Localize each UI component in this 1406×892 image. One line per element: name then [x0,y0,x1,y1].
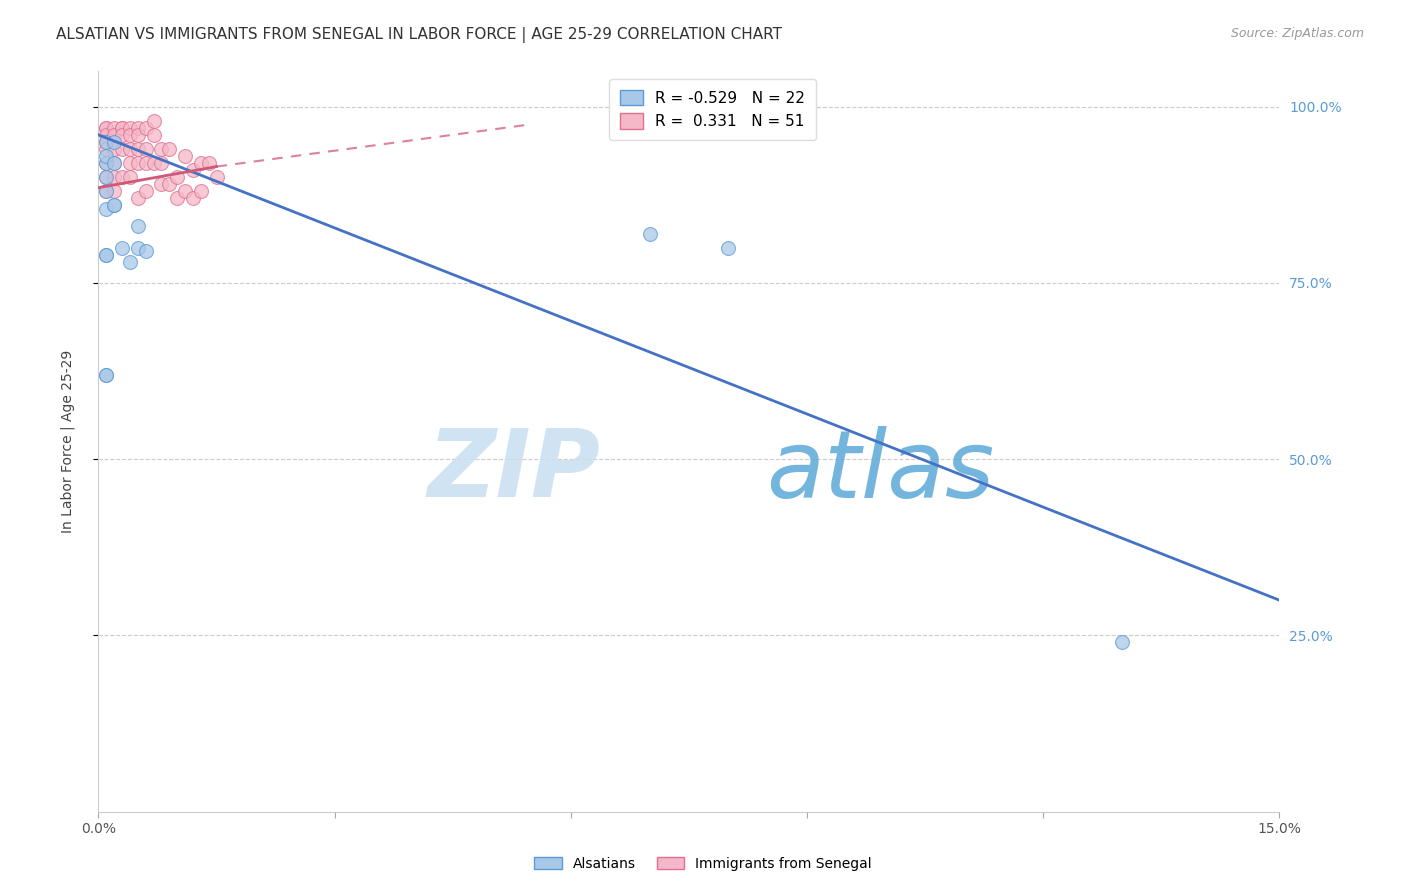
Text: ZIP: ZIP [427,425,600,517]
Point [135,142,157,156]
Text: atlas: atlas [766,425,994,516]
Point [174,184,197,198]
Point [205,170,228,185]
Point [96,156,118,170]
Point [96,170,118,185]
Point [103,170,125,185]
Point [150,142,173,156]
Point [103,120,125,135]
Point [157,177,180,191]
Point [181,163,204,178]
Point [174,149,197,163]
Point [96,120,118,135]
Point [717,241,740,255]
Point [150,177,173,191]
Point [96,156,118,170]
Point [96,135,118,149]
Point [96,248,118,262]
Point [190,184,212,198]
Y-axis label: In Labor Force | Age 25-29: In Labor Force | Age 25-29 [60,350,75,533]
Point [135,156,157,170]
Point [166,170,188,185]
Point [190,156,212,170]
Point [103,135,125,149]
Legend: Alsatians, Immigrants from Senegal: Alsatians, Immigrants from Senegal [529,851,877,876]
Point [181,191,204,205]
Point [96,128,118,142]
Point [111,142,134,156]
Point [96,149,118,163]
Point [157,142,180,156]
Point [142,128,165,142]
Point [111,241,134,255]
Point [96,202,118,216]
Point [142,156,165,170]
Point [118,170,141,185]
Point [118,142,141,156]
Legend: R = -0.529   N = 22, R =  0.331   N = 51: R = -0.529 N = 22, R = 0.331 N = 51 [609,79,815,140]
Point [96,120,118,135]
Point [135,120,157,135]
Point [197,156,219,170]
Point [103,184,125,198]
Point [103,128,125,142]
Point [135,184,157,198]
Point [96,368,118,382]
Point [127,219,149,234]
Point [111,170,134,185]
Point [638,227,661,241]
Point [166,191,188,205]
Point [150,156,173,170]
Point [103,142,125,156]
Text: ALSATIAN VS IMMIGRANTS FROM SENEGAL IN LABOR FORCE | AGE 25-29 CORRELATION CHART: ALSATIAN VS IMMIGRANTS FROM SENEGAL IN L… [56,27,782,43]
Point [111,128,134,142]
Point [118,254,141,268]
Point [111,120,134,135]
Point [96,248,118,262]
Point [118,120,141,135]
Point [118,128,141,142]
Point [142,113,165,128]
Point [127,120,149,135]
Point [1111,635,1133,649]
Point [96,142,118,156]
Point [127,156,149,170]
Point [118,156,141,170]
Point [103,156,125,170]
Point [103,198,125,212]
Point [96,135,118,149]
Point [96,368,118,382]
Point [127,241,149,255]
Point [135,244,157,259]
Text: Source: ZipAtlas.com: Source: ZipAtlas.com [1230,27,1364,40]
Point [96,184,118,198]
Point [103,198,125,212]
Point [103,156,125,170]
Point [96,170,118,185]
Point [127,142,149,156]
Point [127,191,149,205]
Point [96,184,118,198]
Point [127,128,149,142]
Point [111,120,134,135]
